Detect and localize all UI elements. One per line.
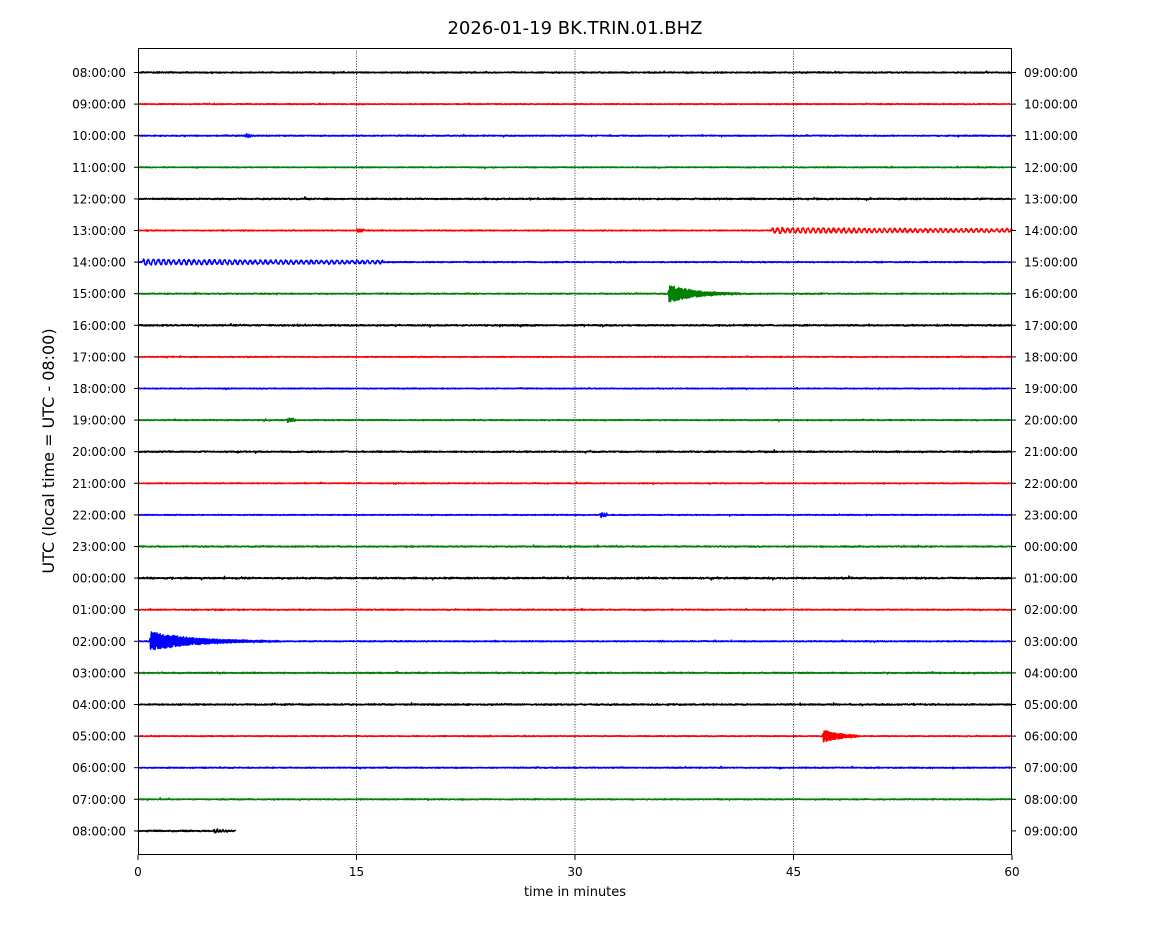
left-time-label: 21:00:00 xyxy=(72,477,126,491)
x-tick-label: 60 xyxy=(1004,865,1019,879)
trace-line-row-4 xyxy=(137,196,1013,202)
right-time-label: 11:00:00 xyxy=(1024,129,1078,143)
left-time-label: 14:00:00 xyxy=(72,256,126,270)
left-time-label: 05:00:00 xyxy=(72,730,126,744)
x-tick-label: 30 xyxy=(567,865,582,879)
left-time-label: 17:00:00 xyxy=(72,350,126,364)
trace-line-row-22 xyxy=(137,765,1013,770)
trace-line-row-15 xyxy=(137,544,1013,549)
left-time-label: 02:00:00 xyxy=(72,635,126,649)
left-time-label: 16:00:00 xyxy=(72,319,126,333)
trace-line-row-1 xyxy=(137,102,1013,106)
left-time-label: 08:00:00 xyxy=(72,66,126,80)
left-time-label: 12:00:00 xyxy=(72,192,126,206)
plot-frame xyxy=(138,48,1012,855)
left-time-label: 22:00:00 xyxy=(72,508,126,522)
left-time-label: 00:00:00 xyxy=(72,572,126,586)
right-time-label: 19:00:00 xyxy=(1024,382,1078,396)
right-time-label: 02:00:00 xyxy=(1024,603,1078,617)
trace-line-row-18 xyxy=(137,631,1013,651)
right-time-label: 05:00:00 xyxy=(1024,698,1078,712)
left-time-label: 11:00:00 xyxy=(72,161,126,175)
right-time-label: 08:00:00 xyxy=(1024,793,1078,807)
left-time-label: 01:00:00 xyxy=(72,603,126,617)
left-time-label: 18:00:00 xyxy=(72,382,126,396)
trace-line-row-12 xyxy=(137,449,1013,454)
trace-line-row-9 xyxy=(137,355,1013,359)
left-time-labels: 08:00:00 09:00:00 10:00:00 11:00:00 12:00:00… xyxy=(72,66,138,838)
left-time-label: 09:00:00 xyxy=(72,98,126,112)
trace-line-row-7 xyxy=(137,285,1013,303)
trace-line-row-8 xyxy=(137,322,1013,328)
left-time-label: 13:00:00 xyxy=(72,224,126,238)
right-time-label: 21:00:00 xyxy=(1024,445,1078,459)
left-time-label: 20:00:00 xyxy=(72,445,126,459)
left-time-label: 04:00:00 xyxy=(72,698,126,712)
right-time-label: 12:00:00 xyxy=(1024,161,1078,175)
left-time-label: 23:00:00 xyxy=(72,540,126,554)
x-tick-label: 0 xyxy=(134,865,142,879)
right-time-label: 13:00:00 xyxy=(1024,192,1078,206)
right-time-label: 06:00:00 xyxy=(1024,730,1078,744)
trace-line-row-21 xyxy=(137,730,1013,743)
trace-line-row-14 xyxy=(137,512,1013,519)
x-tick-label: 15 xyxy=(349,865,364,879)
trace-line-row-13 xyxy=(137,481,1013,486)
trace-line-row-24 xyxy=(137,828,237,834)
left-time-label: 07:00:00 xyxy=(72,793,126,807)
trace-line-row-3 xyxy=(137,165,1013,170)
trace-line-row-5 xyxy=(137,226,1013,235)
right-time-label: 01:00:00 xyxy=(1024,572,1078,586)
chart-title: 2026-01-19 BK.TRIN.01.BHZ xyxy=(447,18,702,39)
trace-line-row-2 xyxy=(137,133,1013,139)
trace-line-row-23 xyxy=(137,797,1013,802)
left-time-label: 06:00:00 xyxy=(72,761,126,775)
trace-line-row-6 xyxy=(137,258,1013,266)
right-time-label: 23:00:00 xyxy=(1024,508,1078,522)
right-time-label: 09:00:00 xyxy=(1024,66,1078,80)
right-time-label: 10:00:00 xyxy=(1024,98,1078,112)
x-axis-ticks: 0 15 30 45 60 xyxy=(134,855,1020,879)
x-axis-label: time in minutes xyxy=(524,885,626,900)
right-time-label: 20:00:00 xyxy=(1024,414,1078,428)
trace-line-row-19 xyxy=(137,670,1013,675)
trace-line-row-16 xyxy=(137,575,1013,581)
trace-line-row-11 xyxy=(137,417,1013,423)
right-time-label: 07:00:00 xyxy=(1024,761,1078,775)
y-axis-label: UTC (local time = UTC - 08:00) xyxy=(39,328,58,573)
left-time-label: 08:00:00 xyxy=(72,824,126,838)
trace-line-row-20 xyxy=(137,702,1013,707)
left-time-label: 19:00:00 xyxy=(72,414,126,428)
trace-line-row-0 xyxy=(137,70,1013,75)
right-time-label: 15:00:00 xyxy=(1024,256,1078,270)
trace-lines xyxy=(137,70,1013,834)
trace-line-row-17 xyxy=(137,607,1013,612)
right-time-label: 14:00:00 xyxy=(1024,224,1078,238)
right-time-labels: 09:00:00 10:00:00 11:00:00 12:00:00 13:00:00… xyxy=(1012,66,1078,838)
x-tick-label: 45 xyxy=(786,865,801,879)
right-time-label: 22:00:00 xyxy=(1024,477,1078,491)
right-time-label: 00:00:00 xyxy=(1024,540,1078,554)
left-time-label: 15:00:00 xyxy=(72,287,126,301)
right-time-label: 03:00:00 xyxy=(1024,635,1078,649)
left-time-label: 10:00:00 xyxy=(72,129,126,143)
right-time-label: 04:00:00 xyxy=(1024,666,1078,680)
right-time-label: 17:00:00 xyxy=(1024,319,1078,333)
trace-line-row-10 xyxy=(137,386,1013,391)
right-time-label: 16:00:00 xyxy=(1024,287,1078,301)
right-time-label: 09:00:00 xyxy=(1024,824,1078,838)
left-time-label: 03:00:00 xyxy=(72,666,126,680)
right-time-label: 18:00:00 xyxy=(1024,350,1078,364)
